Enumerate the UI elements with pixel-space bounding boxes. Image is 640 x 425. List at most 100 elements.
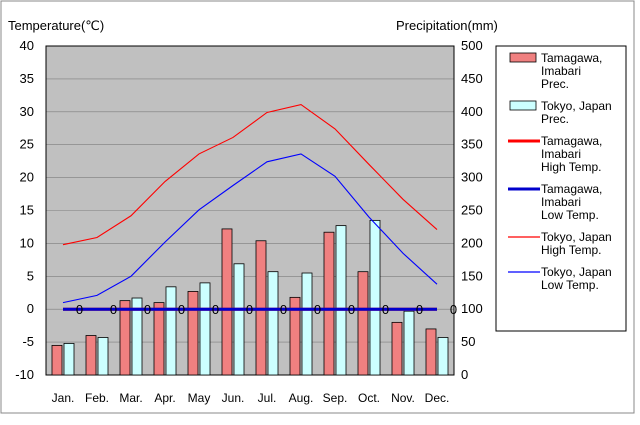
- bar-tamagawa-prec: [425, 328, 437, 376]
- legend-label: Low Temp.: [541, 208, 599, 222]
- zero-marker: 0: [348, 302, 355, 317]
- legend-label: Tamagawa,: [541, 51, 602, 65]
- zero-marker: 0: [76, 302, 83, 317]
- bar-tokyo-prec: [369, 219, 381, 376]
- right-tick-label: 200: [461, 235, 483, 250]
- bar-tokyo-prec: [63, 343, 75, 376]
- x-tick-label: Oct.: [358, 391, 380, 405]
- legend-label: Tamagawa,: [541, 182, 602, 196]
- bar-tamagawa-prec: [221, 228, 233, 376]
- bar-tamagawa-prec: [51, 344, 63, 376]
- x-tick-label: Sep.: [323, 391, 348, 405]
- bar-tokyo-prec: [97, 337, 109, 376]
- left-tick-label: 20: [20, 170, 34, 185]
- bar-tokyo-prec: [233, 263, 245, 376]
- bar-tamagawa-prec: [187, 291, 199, 376]
- legend-label: Low Temp.: [541, 278, 599, 292]
- bar-tokyo-prec: [267, 271, 279, 376]
- x-tick-label: Jun.: [222, 391, 245, 405]
- left-axis-ticks: 40 35 30 25 20 15 10 5 0 -5 -10: [15, 38, 34, 382]
- x-tick-label: Nov.: [391, 391, 415, 405]
- bar-tamagawa-prec: [391, 321, 403, 376]
- left-tick-label: 5: [27, 268, 34, 283]
- bar-tamagawa-prec: [323, 231, 335, 376]
- bar-tamagawa-prec: [289, 296, 301, 376]
- zero-markers: 0 0 0 0 0 0 0 0 0 0 0 0: [76, 302, 457, 317]
- right-tick-label: 350: [461, 137, 483, 152]
- zero-marker: 0: [144, 302, 151, 317]
- bar-tokyo-prec: [301, 272, 313, 376]
- right-tick-label: 500: [461, 38, 483, 53]
- zero-marker: 0: [314, 302, 321, 317]
- bar-tokyo-prec: [335, 225, 347, 376]
- zero-marker: 0: [110, 302, 117, 317]
- legend-label: Tokyo, Japan: [541, 265, 612, 279]
- legend-label: Imabari: [541, 64, 581, 78]
- left-tick-label: 10: [20, 235, 34, 250]
- bar-tamagawa-prec: [85, 335, 97, 376]
- legend-label: High Temp.: [541, 160, 601, 174]
- legend-swatch-tamagawa-imabari-prec: [509, 52, 537, 63]
- x-tick-label: May: [188, 391, 211, 405]
- lines: [62, 103, 438, 311]
- zero-marker: 0: [450, 302, 457, 317]
- zero-marker: 0: [416, 302, 423, 317]
- right-tick-label: 150: [461, 268, 483, 283]
- left-tick-label: 0: [27, 301, 34, 316]
- right-tick-label: 50: [461, 334, 475, 349]
- zero-marker: 0: [246, 302, 253, 317]
- line-tokyo-japan-high-temp: [62, 103, 438, 246]
- legend-label: Prec.: [541, 112, 569, 126]
- left-tick-label: 15: [20, 203, 34, 218]
- x-tick-label: Apr.: [154, 391, 175, 405]
- zero-marker: 0: [212, 302, 219, 317]
- legend-label: Prec.: [541, 77, 569, 91]
- line-tokyo-japan-low-temp: [62, 153, 438, 304]
- left-tick-label: -10: [15, 367, 34, 382]
- right-tick-label: 300: [461, 170, 483, 185]
- x-tick-label: Mar.: [119, 391, 142, 405]
- x-tick-label: Dec.: [425, 391, 450, 405]
- legend-label: High Temp.: [541, 243, 601, 257]
- right-tick-label: 400: [461, 104, 483, 119]
- bar-tamagawa-prec: [153, 302, 165, 376]
- bar-tamagawa-prec: [357, 271, 369, 376]
- right-axis-label: Precipitation(mm): [396, 18, 498, 33]
- plot-area: [45, 45, 455, 376]
- left-tick-label: 40: [20, 38, 34, 53]
- bars: [51, 219, 449, 376]
- legend-label: Tokyo, Japan: [541, 230, 612, 244]
- bar-tokyo-prec: [165, 286, 177, 376]
- zero-marker: 0: [178, 302, 185, 317]
- legend-swatch-tokyo-japan-prec: [509, 100, 537, 111]
- bar-tokyo-prec: [199, 282, 211, 376]
- zero-marker: 0: [382, 302, 389, 317]
- zero-marker: 0: [280, 302, 287, 317]
- right-tick-label: 100: [461, 301, 483, 316]
- legend-label: Imabari: [541, 147, 581, 161]
- bar-tokyo-prec: [403, 310, 415, 376]
- bar-tokyo-prec: [437, 337, 449, 376]
- right-tick-label: 250: [461, 203, 483, 218]
- x-tick-label: Aug.: [289, 391, 314, 405]
- left-tick-label: 30: [20, 104, 34, 119]
- legend-label: Tamagawa,: [541, 134, 602, 148]
- left-axis-label: Temperature(℃): [8, 18, 104, 33]
- x-tick-label: Jan.: [52, 391, 75, 405]
- left-tick-label: 25: [20, 137, 34, 152]
- x-tick-label: Jul.: [258, 391, 277, 405]
- right-tick-label: 450: [461, 71, 483, 86]
- legend-label: Tokyo, Japan: [541, 99, 612, 113]
- left-tick-label: 35: [20, 71, 34, 86]
- x-axis-ticks: Jan. Feb. Mar. Apr. May Jun. Jul. Aug. Sep. Oct. N…: [52, 391, 450, 405]
- left-tick-label: -5: [22, 334, 34, 349]
- bar-tokyo-prec: [131, 297, 143, 376]
- bar-tamagawa-prec: [119, 300, 131, 376]
- right-tick-label: 0: [461, 367, 468, 382]
- legend-label: Imabari: [541, 195, 581, 209]
- x-tick-label: Feb.: [85, 391, 109, 405]
